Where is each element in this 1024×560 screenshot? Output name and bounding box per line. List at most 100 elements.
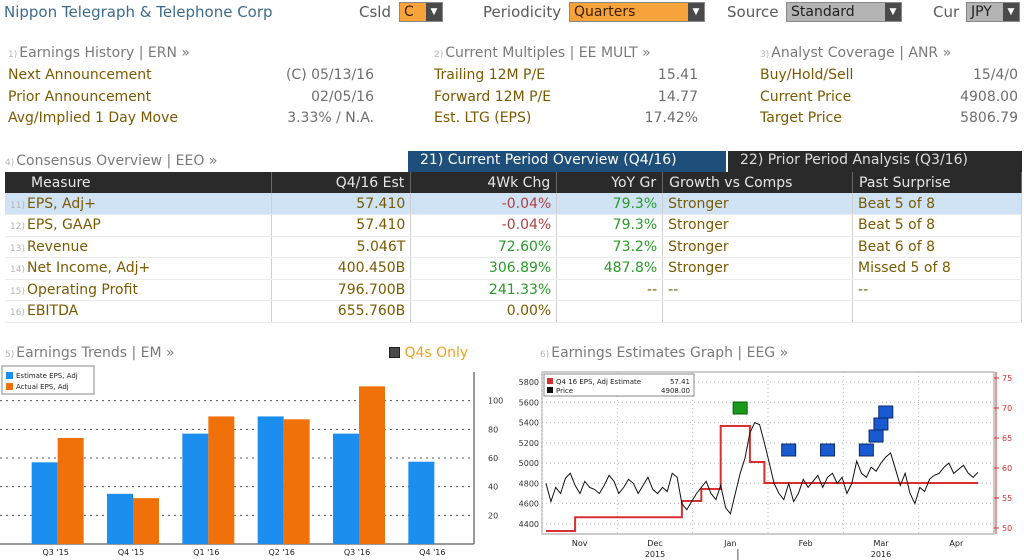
- table-row[interactable]: 15) Operating Profit 796.700B 241.33% -- -- --: [5, 279, 1022, 301]
- legend-estimate-value: 57.41: [670, 378, 690, 386]
- analyst-coverage-header[interactable]: 3) Analyst Coverage | ANR »: [760, 45, 951, 61]
- forward-pe-value: 14.77: [657, 89, 698, 105]
- x-tick-label: Q2 '16: [269, 548, 295, 557]
- consensus-overview-header[interactable]: 4) Consensus Overview | EEO »: [5, 153, 217, 169]
- col-past-surprise[interactable]: Past Surprise: [852, 172, 1022, 193]
- table-row[interactable]: 11) EPS, Adj+ 57.410 -0.04% 79.3% Stronger Bea…: [5, 193, 1022, 215]
- x-year-label: 2015: [645, 550, 665, 559]
- bar: [208, 416, 235, 544]
- source-value: Standard: [791, 4, 855, 20]
- col-growth-vs-comps[interactable]: Growth vs Comps: [662, 172, 854, 193]
- row-num: 15): [10, 286, 25, 297]
- consensus-table: Measure Q4/16 Est 4Wk Chg YoY Gr Growth …: [5, 172, 1022, 323]
- consensus-num: 4): [5, 158, 15, 168]
- bar: [257, 416, 284, 544]
- source-label: Source: [727, 3, 779, 21]
- bar: [107, 493, 133, 544]
- revision-marker: [858, 443, 874, 457]
- earnings-estimates-chart: 4400 4600 4800 5000 5200 5400 5600 5800 50 55 60 65…: [519, 371, 1012, 560]
- left-tick-label: 4400: [519, 520, 539, 529]
- measure-cell: 13) Revenue: [5, 236, 273, 258]
- right-tick-label: 70: [1002, 404, 1012, 413]
- yoy-cell: 79.3%: [556, 193, 664, 215]
- current-multiples-title[interactable]: Current Multiples | EE MULT »: [445, 45, 651, 61]
- measure-cell: 16) EBITDA: [5, 300, 273, 323]
- chevron-down-icon[interactable]: ▼: [885, 3, 901, 21]
- bar: [359, 386, 385, 544]
- earnings-trends-chart: 20 40 60 80 100 Q3 '15 Q4 '15 Q1 '16 Q2 '16 Q3 '1…: [0, 365, 503, 557]
- table-row[interactable]: 16) EBITDA 655.760B 0.00%: [5, 300, 1022, 323]
- table-row[interactable]: 12) EPS, GAAP 57.410 -0.04% 79.3% Stronger Bea…: [5, 214, 1022, 237]
- current-multiples-header[interactable]: 2) Current Multiples | EE MULT »: [434, 45, 651, 61]
- measure-cell: 15) Operating Profit: [5, 279, 273, 301]
- source-select[interactable]: Standard ▼: [786, 2, 902, 22]
- est-cell: 400.450B: [271, 257, 412, 280]
- measure-label: Revenue: [26, 238, 88, 255]
- earnings-graph-header[interactable]: 6) Earnings Estimates Graph | EEG »: [540, 345, 788, 361]
- tab-prior-period[interactable]: 22) Prior Period Analysis (Q3/16): [728, 151, 1022, 172]
- chevron-down-icon[interactable]: ▼: [688, 3, 704, 21]
- growth-cell: Stronger: [662, 236, 854, 258]
- row-num: 13): [10, 243, 25, 254]
- right-tick-label: 75: [1002, 374, 1012, 383]
- chevron-down-icon[interactable]: ▼: [1003, 3, 1019, 21]
- x-tick-label: Q4 '15: [118, 548, 144, 557]
- currency-value: JPY: [971, 4, 992, 20]
- earnings-trends-title[interactable]: Earnings Trends | EM »: [16, 345, 175, 361]
- company-name: Nippon Telegraph & Telephone Corp: [4, 3, 273, 21]
- trailing-pe-label: Trailing 12M P/E: [434, 67, 546, 83]
- table-row[interactable]: 13) Revenue 5.046T 72.60% 73.2% Stronger Beat …: [5, 236, 1022, 258]
- est-ltg-label: Est. LTG (EPS): [434, 110, 532, 126]
- left-tick-label: 5200: [519, 439, 539, 448]
- measure-label: EBITDA: [26, 303, 79, 320]
- x-year-label: 2016: [871, 550, 891, 559]
- row-num: 14): [10, 265, 25, 276]
- est-ltg-value: 17.42%: [644, 110, 698, 126]
- earnings-trends-num: 5): [5, 350, 15, 360]
- earnings-history-title[interactable]: Earnings History | ERN »: [19, 45, 190, 61]
- table-row[interactable]: 14) Net Income, Adj+ 400.450B 306.89% 487.8%…: [5, 257, 1022, 280]
- bar: [182, 433, 209, 544]
- revision-marker: [878, 405, 894, 419]
- tab-current-period[interactable]: 21) Current Period Overview (Q4/16): [408, 151, 726, 172]
- left-tick-label: 5400: [519, 419, 539, 428]
- bar: [31, 462, 58, 544]
- analyst-coverage-title[interactable]: Analyst Coverage | ANR »: [771, 45, 952, 61]
- x-tick-label: Q3 '16: [344, 548, 370, 557]
- growth-cell: Stronger: [662, 193, 854, 215]
- x-tick-label: Q3 '15: [43, 548, 69, 557]
- est-cell: 57.410: [271, 214, 412, 237]
- checkbox-icon[interactable]: [389, 347, 400, 358]
- earnings-history-header[interactable]: 1) Earnings History | ERN »: [8, 45, 190, 61]
- periodicity-select[interactable]: Quarters ▼: [569, 2, 705, 22]
- growth-cell: [662, 300, 854, 323]
- x-tick-label: Feb: [799, 539, 813, 548]
- currency-select[interactable]: JPY ▼: [966, 2, 1020, 22]
- legend-estimate-name: Q4 16 EPS, Adj Estimate: [556, 378, 641, 386]
- left-tick-label: 5600: [519, 398, 539, 407]
- csld-select[interactable]: C ▼: [399, 2, 443, 22]
- x-tick-label: Apr: [949, 539, 964, 548]
- legend-box: [1, 365, 95, 395]
- q4s-only-toggle[interactable]: Q4s Only: [389, 345, 468, 361]
- consensus-overview-title[interactable]: Consensus Overview | EEO »: [16, 153, 218, 169]
- y-tick-label: 100: [488, 397, 503, 406]
- col-measure[interactable]: Measure: [5, 172, 273, 193]
- x-tick-label: Jan: [723, 539, 736, 548]
- earnings-trends-header[interactable]: 5) Earnings Trends | EM »: [5, 345, 175, 361]
- forward-pe-label: Forward 12M P/E: [434, 89, 552, 105]
- bar: [408, 461, 435, 544]
- csld-value: C: [404, 4, 414, 20]
- col-est[interactable]: Q4/16 Est: [271, 172, 412, 193]
- chevron-down-icon[interactable]: ▼: [426, 3, 442, 21]
- col-yoy-gr[interactable]: YoY Gr: [556, 172, 664, 193]
- revision-marker: [868, 429, 884, 443]
- table-header-row: Measure Q4/16 Est 4Wk Chg YoY Gr Growth …: [5, 172, 1022, 193]
- est-cell: 5.046T: [271, 236, 412, 258]
- csld-label: Csld: [359, 3, 391, 21]
- upgrade-marker: [732, 401, 748, 415]
- col-4wk-chg[interactable]: 4Wk Chg: [410, 172, 558, 193]
- surprise-cell: Beat 5 of 8: [852, 193, 1022, 215]
- earnings-graph-title[interactable]: Earnings Estimates Graph | EEG »: [551, 345, 789, 361]
- trailing-pe-value: 15.41: [657, 67, 698, 83]
